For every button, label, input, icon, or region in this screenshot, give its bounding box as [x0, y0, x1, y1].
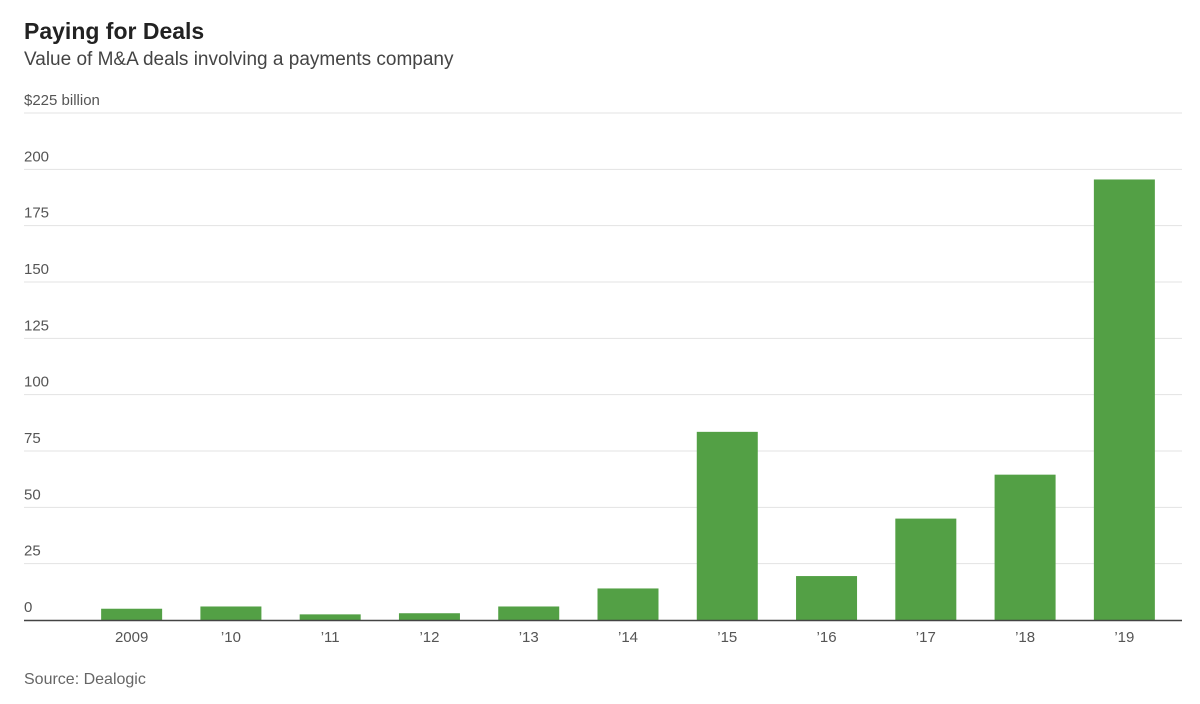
- source-note: Source: Dealogic: [24, 671, 146, 688]
- bar: [895, 518, 957, 620]
- bar: [101, 608, 163, 620]
- y-tick-label: 200: [24, 148, 49, 165]
- y-tick-label: 50: [24, 486, 41, 503]
- chart-subtitle: Value of M&A deals involving a payments …: [24, 49, 454, 70]
- y-tick-label: 25: [24, 543, 41, 560]
- bar: [498, 606, 560, 620]
- x-tick-label: ’14: [618, 629, 638, 646]
- x-tick-label: ’13: [519, 629, 539, 646]
- y-tick-label: $225 billion: [24, 92, 100, 109]
- x-tick-label: ’19: [1114, 629, 1134, 646]
- x-tick-label: 2009: [115, 629, 148, 646]
- y-tick-label: 125: [24, 317, 49, 334]
- x-tick-label: ’11: [321, 629, 340, 646]
- y-tick-label: 175: [24, 205, 49, 222]
- bar: [200, 606, 262, 620]
- bar: [994, 474, 1056, 620]
- grid-lines: [24, 112, 1182, 565]
- x-tick-label: ’18: [1015, 629, 1035, 646]
- x-tick-label: ’16: [817, 629, 837, 646]
- y-tick-label: 0: [24, 599, 32, 616]
- y-axis-labels: 0 25 50 75 100 125 150 175 200 $225 billion: [24, 92, 100, 616]
- bar: [1093, 179, 1155, 620]
- x-tick-label: ’17: [916, 629, 936, 646]
- y-tick-label: 75: [24, 430, 41, 447]
- x-tick-label: ’12: [419, 629, 439, 646]
- x-tick-label: ’15: [717, 629, 737, 646]
- bar: [796, 576, 858, 620]
- bar: [398, 613, 460, 620]
- bar: [597, 588, 659, 620]
- y-tick-label: 150: [24, 261, 49, 278]
- x-axis-labels: 2009 ’10 ’11 ’12 ’13 ’14 ’15 ’16 ’17 ’18 ’19: [115, 629, 1134, 646]
- bar: [696, 431, 758, 620]
- chart-title: Paying for Deals: [24, 18, 205, 44]
- bars: [101, 179, 1155, 620]
- y-tick-label: 100: [24, 374, 49, 391]
- bar: [299, 614, 361, 620]
- x-tick-label: ’10: [221, 629, 241, 646]
